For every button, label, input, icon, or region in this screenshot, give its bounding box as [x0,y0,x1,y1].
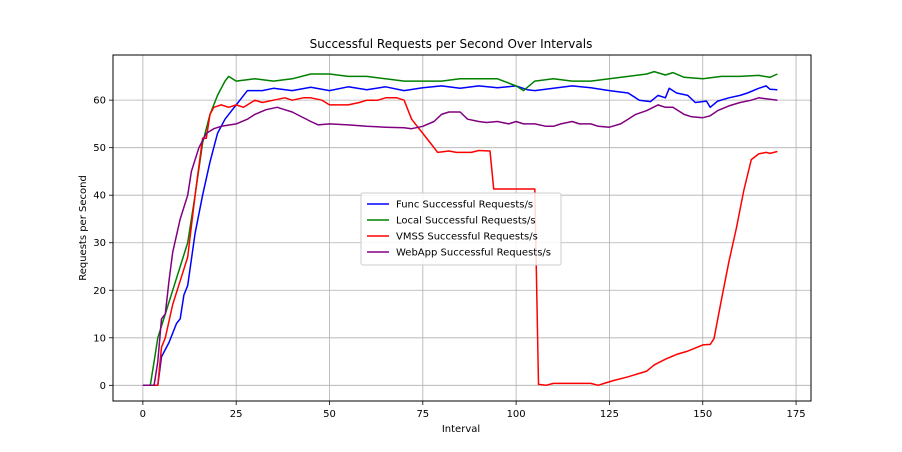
x-tick-label: 150 [693,409,712,420]
y-tick-label: 0 [100,381,106,392]
x-axis-ticks: 0 25 50 75 100 125 150 175 [140,401,806,420]
series-line-3 [142,97,778,387]
legend-box [360,192,562,266]
x-tick-label: 175 [787,409,806,420]
y-tick-label: 30 [93,238,106,249]
y-tick-label: 50 [93,143,106,154]
y-tick-label: 60 [93,96,106,107]
x-tick-label: 25 [230,409,243,420]
legend-label: VMSS Successful Requests/s [396,232,538,243]
legend-label: WebApp Successful Requests/s [396,248,551,259]
legend: Func Successful Requests/s Local Successf… [360,192,562,266]
y-axis-label: Requests per Second [78,175,89,281]
y-tick-label: 20 [93,286,106,297]
legend-label: Func Successful Requests/s [396,200,533,211]
y-tick-label: 40 [93,191,106,202]
x-tick-label: 75 [416,409,429,420]
y-axis-ticks: 0 10 20 30 40 50 60 [93,96,113,392]
y-tick-label: 10 [93,333,106,344]
series-line-0 [142,85,778,387]
legend-label: Local Successful Requests/s [396,216,536,227]
x-axis-label: Interval [442,424,480,435]
x-tick-label: 50 [323,409,336,420]
x-tick-label: 125 [600,409,619,420]
plot-frame [112,54,812,402]
chart-title: Successful Requests per Second Over Inte… [310,37,593,51]
x-tick-label: 0 [140,409,146,420]
series-line-2 [142,97,778,387]
x-tick-label: 100 [507,409,526,420]
series-lines [142,70,778,387]
